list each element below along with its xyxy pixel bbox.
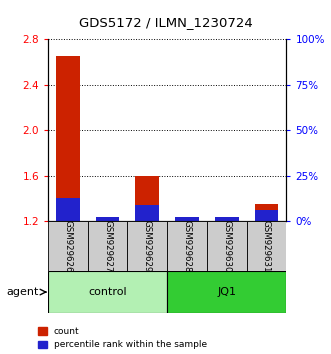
Text: GSM929629: GSM929629 (143, 220, 152, 272)
Text: GSM929631: GSM929631 (262, 220, 271, 272)
Bar (247, 221, 286, 271)
Bar (175, 217, 199, 221)
Text: agent: agent (7, 287, 39, 297)
Bar (48, 271, 167, 313)
Text: GSM929628: GSM929628 (182, 220, 192, 272)
Bar (255, 204, 278, 221)
Legend: count, percentile rank within the sample: count, percentile rank within the sample (38, 327, 207, 349)
Bar (167, 271, 286, 313)
Bar (56, 199, 80, 221)
Bar (56, 56, 80, 221)
Bar (48, 221, 88, 271)
Bar (207, 221, 247, 271)
Bar (255, 210, 278, 221)
Bar (127, 221, 167, 271)
Text: GDS5172 / ILMN_1230724: GDS5172 / ILMN_1230724 (79, 17, 252, 29)
Bar (135, 176, 159, 221)
Bar (135, 205, 159, 221)
Bar (96, 217, 119, 221)
Bar (215, 217, 239, 221)
Text: JQ1: JQ1 (217, 287, 236, 297)
Bar (167, 221, 207, 271)
Text: control: control (88, 287, 127, 297)
Text: GSM929627: GSM929627 (103, 220, 112, 272)
Text: GSM929626: GSM929626 (63, 220, 72, 272)
Bar (88, 221, 127, 271)
Text: GSM929630: GSM929630 (222, 220, 231, 272)
